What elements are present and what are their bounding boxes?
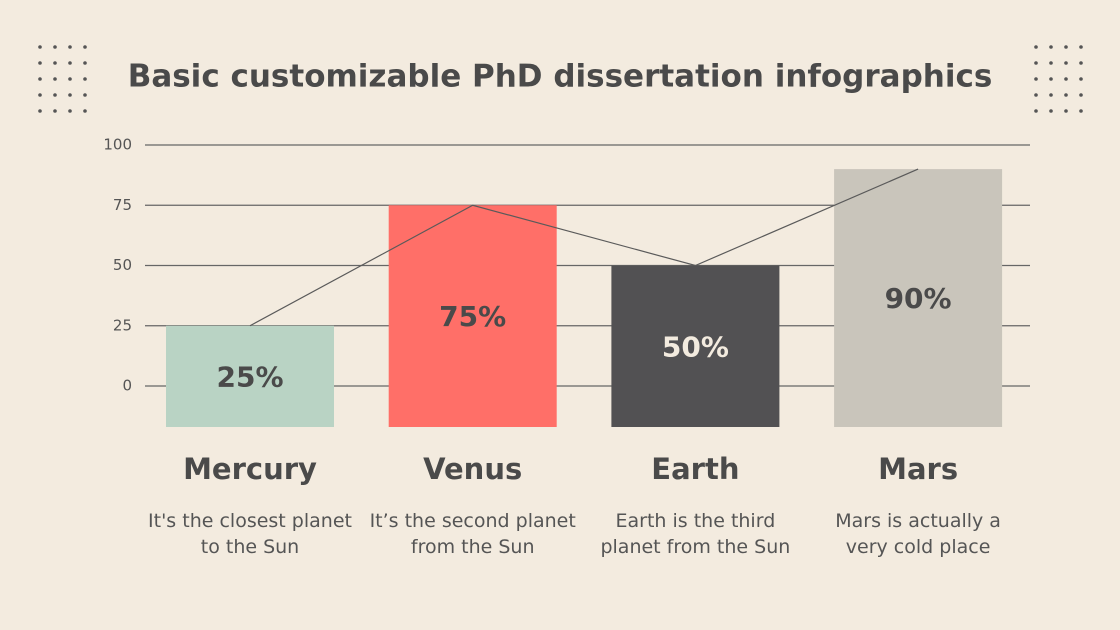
dot: [68, 77, 72, 81]
y-tick-label: 0: [122, 377, 132, 395]
dot: [1064, 93, 1068, 97]
dot: [53, 61, 57, 65]
category-description: It's the closest planet to the Sun: [148, 510, 352, 558]
dot: [1049, 77, 1053, 81]
dot: [1049, 45, 1053, 49]
dot: [53, 45, 57, 49]
dot: [1049, 93, 1053, 97]
category-label: Venus: [423, 452, 522, 486]
value-label: 90%: [885, 282, 952, 315]
dot: [53, 109, 57, 113]
category-label: Mercury: [183, 452, 317, 486]
chart-title: Basic customizable PhD dissertation info…: [128, 59, 993, 95]
dot: [68, 45, 72, 49]
dot: [53, 77, 57, 81]
dot: [1034, 61, 1038, 65]
category-description: Earth is the third planet from the Sun: [600, 510, 791, 558]
y-tick-label: 50: [113, 256, 132, 274]
dot: [1079, 45, 1083, 49]
dot: [68, 93, 72, 97]
dot: [68, 109, 72, 113]
category-label: Mars: [878, 452, 958, 486]
category-description: It’s the second planet from the Sun: [369, 510, 576, 558]
bar: [388, 205, 557, 427]
dot: [38, 77, 42, 81]
bar: [834, 169, 1003, 427]
value-label: 75%: [439, 300, 506, 333]
dot: [83, 61, 87, 65]
dot: [1064, 45, 1068, 49]
bar: [611, 265, 780, 427]
category-description: Mars is actually a very cold place: [835, 510, 1001, 558]
dot: [1064, 61, 1068, 65]
dot: [1079, 61, 1083, 65]
dot: [83, 93, 87, 97]
dot: [1064, 109, 1068, 113]
y-tick-label: 25: [113, 316, 132, 334]
dot: [38, 109, 42, 113]
category-label: Earth: [651, 452, 739, 486]
dot: [1034, 77, 1038, 81]
dot: [83, 109, 87, 113]
dot: [1049, 109, 1053, 113]
y-tick-label: 100: [103, 136, 132, 154]
dot: [53, 93, 57, 97]
bar: [166, 325, 334, 427]
dot: [68, 61, 72, 65]
dot: [1049, 61, 1053, 65]
dot: [38, 61, 42, 65]
value-label: 25%: [216, 360, 283, 393]
dot: [1079, 77, 1083, 81]
decoration: [38, 45, 1083, 113]
dot: [38, 93, 42, 97]
dot: [38, 45, 42, 49]
dot: [1079, 93, 1083, 97]
y-tick-label: 75: [113, 196, 132, 214]
trend-line: [249, 168, 919, 327]
value-label: 50%: [662, 330, 729, 363]
dot: [1034, 93, 1038, 97]
dot: [83, 77, 87, 81]
dot: [1034, 109, 1038, 113]
dot: [1079, 109, 1083, 113]
dot: [1034, 45, 1038, 49]
dot: [1064, 77, 1068, 81]
dot: [83, 45, 87, 49]
